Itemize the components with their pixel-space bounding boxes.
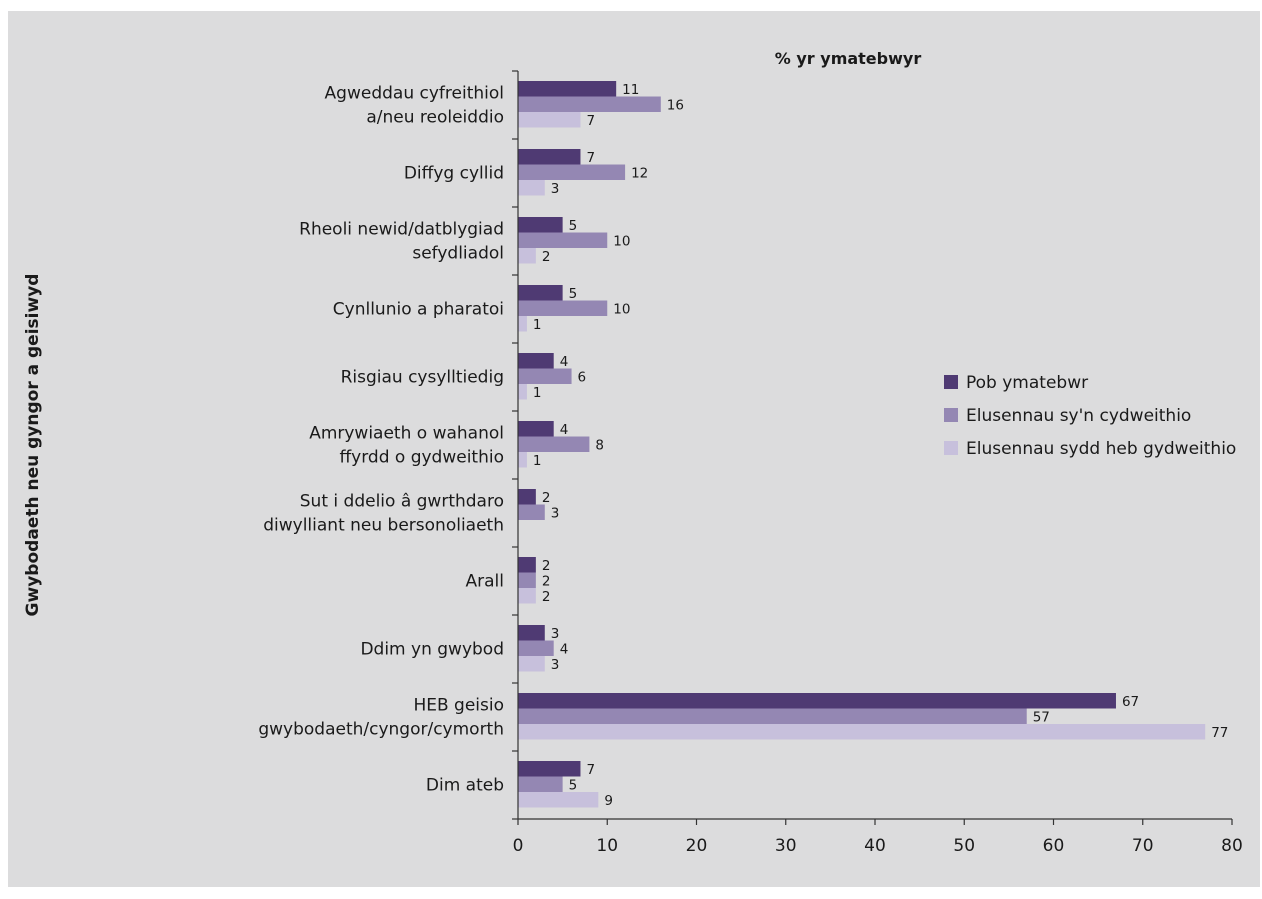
x-tick-label: 0 — [513, 836, 524, 856]
bar — [518, 353, 554, 369]
x-tick-label: 30 — [775, 836, 797, 856]
data-label: 6 — [578, 369, 587, 385]
bar — [518, 693, 1116, 709]
data-label: 2 — [542, 249, 551, 265]
data-label: 7 — [586, 762, 595, 778]
bar — [518, 149, 581, 165]
y-axis-label: Gwybodaeth neu gyngor a geisiwyd — [23, 274, 43, 617]
data-label: 67 — [1122, 694, 1139, 710]
data-label: 1 — [533, 317, 542, 333]
data-label: 8 — [595, 437, 604, 453]
data-label: 16 — [667, 97, 684, 113]
bar — [518, 792, 599, 808]
bar — [518, 316, 527, 332]
bar — [518, 217, 563, 233]
category-label: Rheoli newid/datblygiad — [299, 219, 504, 239]
data-label: 2 — [542, 589, 551, 605]
chart-title: % yr ymatebwyr — [775, 49, 922, 68]
bar — [518, 285, 563, 301]
bar — [518, 572, 536, 588]
legend-label: Elusennau sydd heb gydweithio — [966, 439, 1236, 459]
bar — [518, 504, 545, 520]
bar — [518, 421, 554, 437]
data-label: 5 — [569, 218, 578, 234]
category-label: Dim ateb — [426, 775, 504, 795]
category-label: Agweddau cyfreithiol — [325, 83, 504, 103]
data-label: 4 — [560, 422, 569, 438]
bar — [518, 164, 626, 180]
legend-label: Elusennau sy'n cydweithio — [966, 406, 1191, 426]
data-label: 2 — [542, 558, 551, 574]
data-label: 12 — [631, 165, 648, 181]
data-label: 9 — [604, 793, 613, 809]
category-label: Sut i ddelio â gwrthdaro — [300, 491, 504, 511]
bar — [518, 452, 527, 468]
category-label: ffyrdd o gydweithio — [339, 447, 504, 467]
category-label: Amrywiaeth o wahanol — [309, 423, 504, 443]
bar — [518, 640, 554, 656]
bar — [518, 489, 536, 505]
data-label: 4 — [560, 641, 569, 657]
data-label: 57 — [1033, 709, 1050, 725]
category-label: gwybodaeth/cyngor/cymorth — [258, 719, 504, 739]
x-tick-label: 50 — [953, 836, 975, 856]
data-label: 2 — [542, 573, 551, 589]
x-tick-label: 10 — [596, 836, 618, 856]
bar — [518, 625, 545, 641]
bar — [518, 708, 1027, 724]
data-label: 3 — [551, 505, 560, 521]
data-label: 1 — [533, 385, 542, 401]
data-label: 7 — [586, 150, 595, 166]
x-tick-label: 60 — [1043, 836, 1065, 856]
category-label: HEB geisio — [413, 695, 504, 715]
category-label: Risgiau cysylltiedig — [341, 367, 504, 387]
bar — [518, 384, 527, 400]
data-label: 7 — [586, 113, 595, 129]
data-label: 3 — [551, 181, 560, 197]
data-label: 5 — [569, 777, 578, 793]
data-label: 11 — [622, 82, 639, 98]
x-tick-label: 70 — [1132, 836, 1154, 856]
data-label: 10 — [613, 301, 630, 317]
category-label: Diffyg cyllid — [404, 163, 504, 183]
category-label: Arall — [466, 571, 504, 591]
chart-panel: % yr ymatebwyr Gwybodaeth neu gyngor a ge… — [8, 11, 1260, 887]
data-label: 77 — [1211, 725, 1228, 741]
bar — [518, 776, 563, 792]
category-label: Ddim yn gwybod — [360, 639, 504, 659]
bar — [518, 436, 590, 452]
legend-swatch — [944, 375, 958, 389]
data-label: 4 — [560, 354, 569, 370]
bar — [518, 248, 536, 264]
bar — [518, 588, 536, 604]
data-label: 1 — [533, 453, 542, 469]
bar — [518, 96, 661, 112]
category-label: diwylliant neu bersonoliaeth — [263, 515, 504, 535]
legend-swatch — [944, 441, 958, 455]
bar-chart: % yr ymatebwyr Gwybodaeth neu gyngor a ge… — [23, 49, 1243, 856]
bar — [518, 557, 536, 573]
x-tick-label: 80 — [1221, 836, 1243, 856]
category-label: Cynllunio a pharatoi — [333, 299, 504, 319]
x-tick-label: 40 — [864, 836, 886, 856]
data-label: 5 — [569, 286, 578, 302]
bar — [518, 81, 617, 97]
legend-swatch — [944, 408, 958, 422]
bar — [518, 761, 581, 777]
category-label: a/neu reoleiddio — [366, 107, 504, 127]
bar — [518, 112, 581, 128]
category-label: sefydliadol — [412, 243, 504, 263]
data-label: 3 — [551, 626, 560, 642]
bar — [518, 724, 1206, 740]
data-label: 3 — [551, 657, 560, 673]
bar — [518, 232, 608, 248]
data-label: 10 — [613, 233, 630, 249]
bar — [518, 180, 545, 196]
bar — [518, 656, 545, 672]
bar — [518, 368, 572, 384]
bar — [518, 300, 608, 316]
legend-label: Pob ymatebwr — [966, 373, 1088, 393]
x-tick-label: 20 — [686, 836, 708, 856]
data-label: 2 — [542, 490, 551, 506]
